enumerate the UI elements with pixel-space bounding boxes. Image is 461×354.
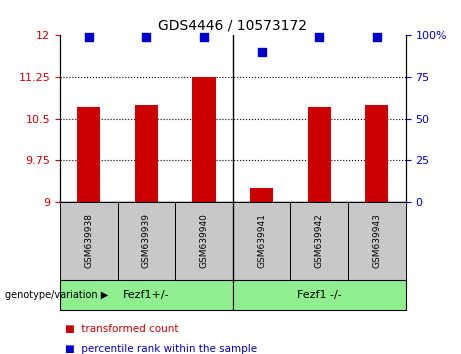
Text: GSM639940: GSM639940	[200, 213, 208, 268]
Point	[258, 49, 266, 55]
Point	[315, 34, 323, 40]
Bar	[233, 202, 290, 280]
Text: GSM639939: GSM639939	[142, 213, 151, 268]
Text: GSM639938: GSM639938	[84, 213, 93, 268]
Bar	[290, 202, 348, 280]
Text: ■  transformed count: ■ transformed count	[65, 324, 178, 334]
Text: genotype/variation ▶: genotype/variation ▶	[5, 290, 108, 300]
Bar	[348, 202, 406, 280]
Point	[85, 34, 92, 40]
Bar	[175, 202, 233, 280]
Bar	[135, 105, 158, 202]
Bar	[308, 108, 331, 202]
Point	[142, 34, 150, 40]
Bar	[77, 108, 100, 202]
Bar	[250, 188, 273, 202]
Bar	[60, 202, 118, 280]
Title: GDS4446 / 10573172: GDS4446 / 10573172	[158, 19, 307, 33]
Bar	[193, 77, 216, 202]
Text: GSM639941: GSM639941	[257, 213, 266, 268]
Bar	[118, 202, 175, 280]
Text: GSM639943: GSM639943	[372, 213, 381, 268]
Bar	[60, 280, 233, 310]
Point	[373, 34, 381, 40]
Text: Fezf1+/-: Fezf1+/-	[123, 290, 170, 300]
Text: ■  percentile rank within the sample: ■ percentile rank within the sample	[65, 344, 257, 354]
Text: Fezf1 -/-: Fezf1 -/-	[297, 290, 342, 300]
Point	[200, 34, 207, 40]
Bar	[365, 105, 388, 202]
Bar	[233, 280, 406, 310]
Text: GSM639942: GSM639942	[315, 213, 324, 268]
